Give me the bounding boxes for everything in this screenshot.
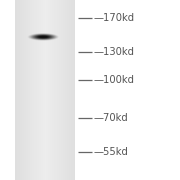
Text: —100kd: —100kd bbox=[94, 75, 135, 85]
Text: —70kd: —70kd bbox=[94, 113, 129, 123]
Text: —55kd: —55kd bbox=[94, 147, 129, 157]
Text: —170kd: —170kd bbox=[94, 13, 135, 23]
Text: —130kd: —130kd bbox=[94, 47, 135, 57]
